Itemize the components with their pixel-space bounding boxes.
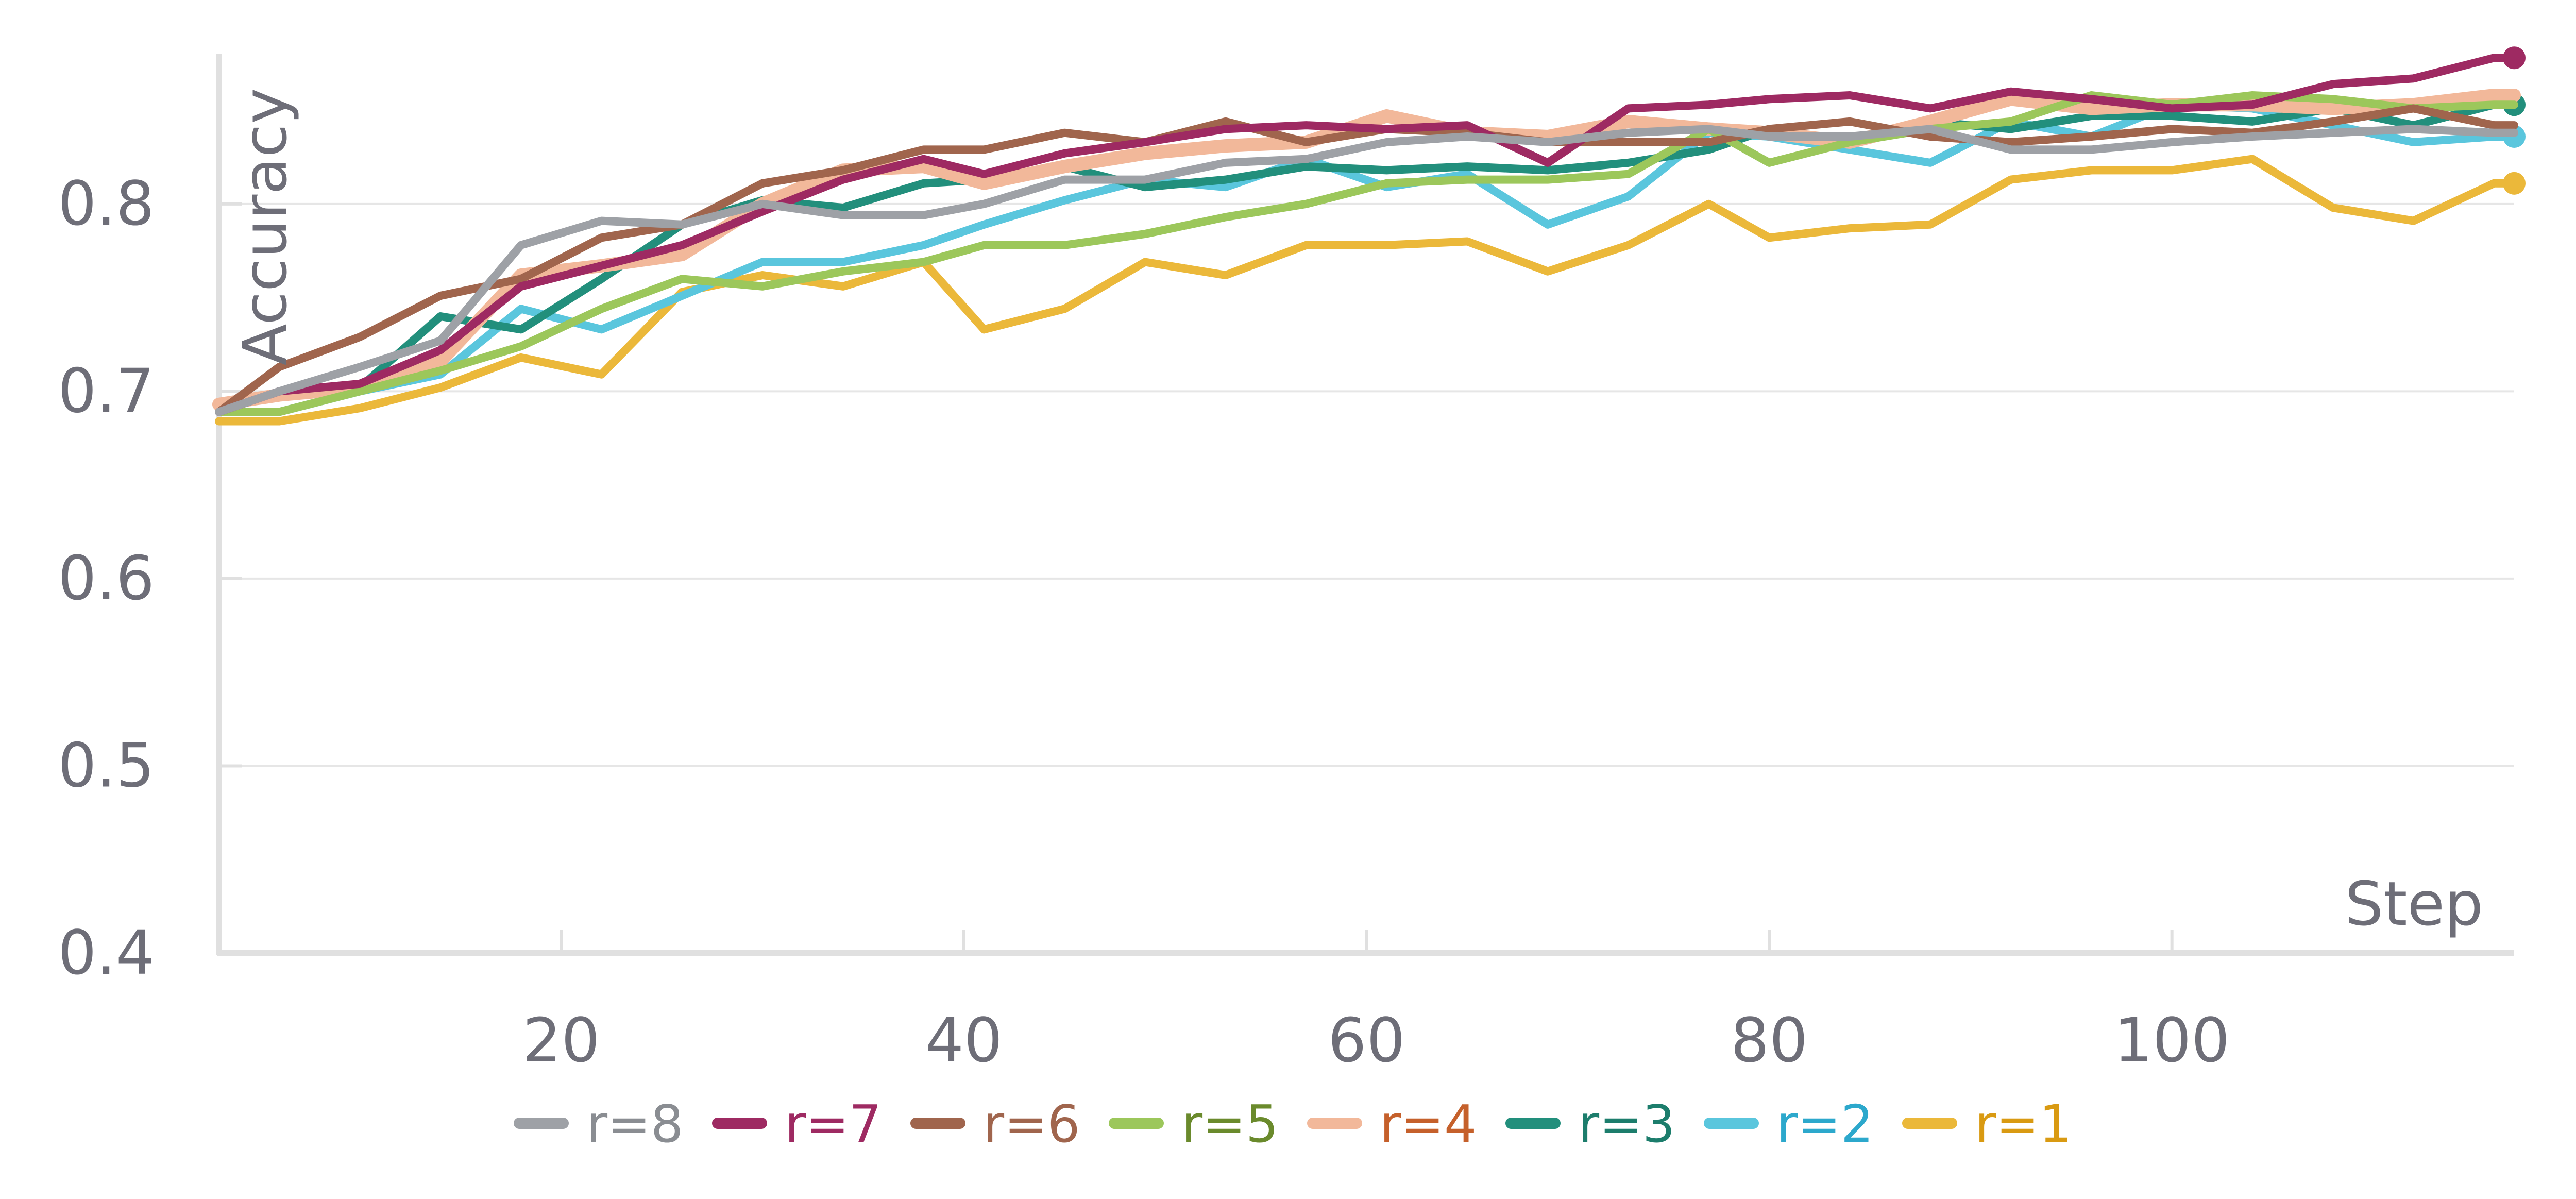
legend-label-r2: r=2 <box>1776 1094 1874 1154</box>
legend-label-r7: r=7 <box>785 1094 882 1154</box>
series-line-r7 <box>215 54 2518 416</box>
x-axis-label: Step <box>2345 868 2483 939</box>
x-tick-label: 80 <box>1731 1005 1808 1076</box>
x-tick-label: 40 <box>925 1005 1003 1076</box>
legend-label-r1: r=1 <box>1975 1094 2072 1154</box>
legend-label-r4: r=4 <box>1380 1094 1477 1154</box>
legend-label-r8: r=8 <box>586 1094 684 1154</box>
y-tick-label: 0.4 <box>58 917 155 988</box>
series-end-point-r7 <box>2503 46 2526 70</box>
x-tick-label: 20 <box>522 1005 600 1076</box>
x-tick-label: 100 <box>2114 1005 2230 1076</box>
y-tick-label: 0.8 <box>58 168 155 239</box>
y-tick-label: 0.6 <box>58 543 155 614</box>
x-tick-label: 60 <box>1328 1005 1405 1076</box>
legend-label-r5: r=5 <box>1181 1094 1279 1154</box>
legend-label-r3: r=3 <box>1578 1094 1675 1154</box>
legend: r=8 r=7 r=6 r=5 r=4 r=3 r=2 r=1 <box>514 1094 2072 1154</box>
series-line-r1 <box>215 155 2518 426</box>
series-lines <box>212 46 2526 426</box>
series-line-r8 <box>215 125 2518 416</box>
tick-labels: 0.4 0.5 0.6 0.7 0.8 20 40 60 80 100 <box>58 168 2230 1076</box>
gridlines <box>219 202 2514 767</box>
y-axis-label: Accuracy <box>229 88 300 366</box>
y-tick-label: 0.5 <box>58 730 155 801</box>
series-end-point-r1 <box>2503 172 2526 195</box>
y-tick-label: 0.7 <box>58 355 155 426</box>
series-line-r3 <box>215 100 2518 416</box>
axes <box>216 54 2514 956</box>
legend-label-r6: r=6 <box>983 1094 1080 1154</box>
